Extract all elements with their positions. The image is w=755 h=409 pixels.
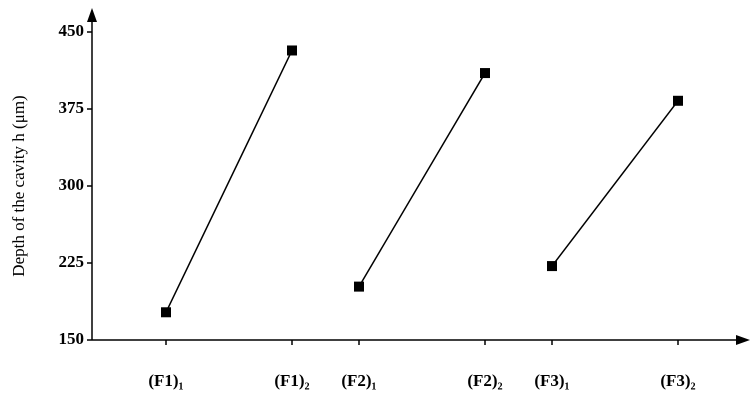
y-tick-label: 375: [59, 98, 85, 117]
point: [161, 307, 171, 318]
x-tick-label: (F1)₂: [274, 371, 309, 390]
x-tick-label: (F1)₁: [148, 371, 183, 390]
y-tick-label: 450: [59, 21, 85, 40]
y-axis-label: Depth of the cavity h (μm): [9, 95, 28, 276]
point: [480, 68, 490, 79]
point: [547, 261, 557, 272]
point: [287, 45, 297, 56]
y-tick-label: 225: [59, 252, 85, 271]
x-tick-label: (F3)₂: [660, 371, 695, 390]
point: [673, 95, 683, 106]
series-line: [165, 50, 293, 313]
point: [354, 281, 364, 292]
y-tick-label: 300: [59, 175, 85, 194]
x-tick-label: (F2)₁: [341, 371, 376, 390]
series-line: [358, 72, 486, 287]
y-axis-arrow: [87, 8, 97, 22]
x-axis-arrow: [736, 335, 750, 345]
y-tick-label: 150: [59, 329, 85, 348]
x-tick-label: (F2)₂: [467, 371, 502, 390]
x-tick-label: (F3)₁: [534, 371, 569, 390]
series-line: [551, 100, 679, 267]
